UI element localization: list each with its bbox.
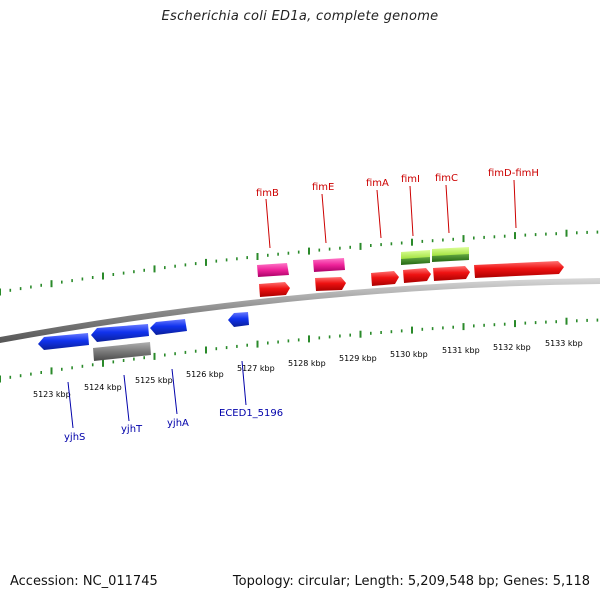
gene-yjhA[interactable] <box>150 319 187 335</box>
gene-label-fimA: fimA <box>366 178 389 189</box>
label-leader <box>376 189 382 239</box>
map-title: Escherichia coli ED1a, complete genome <box>161 9 439 24</box>
label-leader <box>241 360 247 406</box>
gene-fimC[interactable] <box>433 266 470 281</box>
scale-label: 5126 kbp <box>186 370 224 379</box>
reverse-genes <box>38 312 249 361</box>
gene-fimE[interactable] <box>315 277 346 291</box>
forward-genes <box>257 247 564 297</box>
lower-gene-labels: yjhS yjhT yjhA ECED1_5196 <box>64 360 283 443</box>
scale-label: 5124 kbp <box>84 383 122 392</box>
scale-label: 5129 kbp <box>339 354 377 363</box>
lower-tick-row <box>0 317 599 383</box>
gene-fimE-magenta[interactable] <box>313 258 345 272</box>
genome-summary-text: Topology: circular; Length: 5,209,548 bp… <box>232 574 590 589</box>
gene-label-fimB: fimB <box>256 188 279 199</box>
gene-label-ECED1_5196: ECED1_5196 <box>219 408 283 419</box>
gene-label-yjhA: yjhA <box>167 418 189 429</box>
gene-label-fimI: fimI <box>401 174 420 185</box>
label-leader <box>171 368 178 415</box>
genome-backbone <box>0 278 600 343</box>
label-leader <box>321 193 327 244</box>
upper-tick-row <box>0 229 599 296</box>
accession-text: Accession: NC_011745 <box>10 574 158 589</box>
gene-yjhS[interactable] <box>38 333 89 350</box>
scale-label: 5127 kbp <box>237 364 275 373</box>
gene-fimI-darkgreen[interactable] <box>401 257 430 265</box>
label-leader <box>409 185 414 237</box>
scale-label: 5125 kbp <box>135 376 173 385</box>
label-leader <box>123 374 130 422</box>
gene-fimC-darkgreen[interactable] <box>432 254 469 262</box>
scale-labels: 5123 kbp 5124 kbp 5125 kbp 5126 kbp 5127… <box>33 339 583 399</box>
scale-label: 5131 kbp <box>442 346 480 355</box>
label-leader <box>265 198 271 249</box>
gene-yjhT[interactable] <box>91 324 149 342</box>
gene-label-yjhT: yjhT <box>121 424 143 435</box>
scale-label: 5133 kbp <box>545 339 583 348</box>
label-leader <box>445 184 450 234</box>
gene-label-fimE: fimE <box>312 182 334 193</box>
label-leader <box>67 381 74 429</box>
scale-label: 5123 kbp <box>33 390 71 399</box>
gene-label-fimC: fimC <box>435 173 458 184</box>
gene-pseudogene-grey[interactable] <box>93 342 151 361</box>
gene-fimB-magenta[interactable] <box>257 263 289 277</box>
gene-label-yjhS: yjhS <box>64 432 85 443</box>
scale-label: 5130 kbp <box>390 350 428 359</box>
upper-gene-labels: fimB fimE fimA fimI fimC fimD-fimH <box>256 168 539 249</box>
gene-fimD-fimH[interactable] <box>474 261 564 278</box>
gene-label-fimD-fimH: fimD-fimH <box>488 168 539 179</box>
gene-fimA[interactable] <box>371 271 399 286</box>
gene-ECED1_5196[interactable] <box>228 312 249 327</box>
label-leader <box>513 179 517 229</box>
scale-label: 5128 kbp <box>288 359 326 368</box>
gene-fimI[interactable] <box>403 268 431 283</box>
scale-label: 5132 kbp <box>493 343 531 352</box>
gene-fimB[interactable] <box>259 282 290 297</box>
